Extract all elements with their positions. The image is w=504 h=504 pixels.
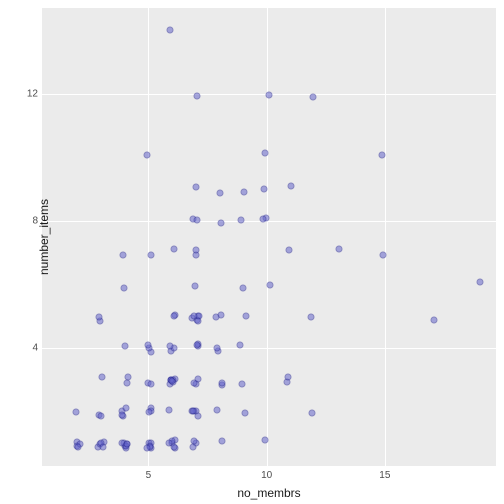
data-point	[308, 314, 315, 321]
data-point	[171, 312, 178, 319]
data-point	[238, 381, 245, 388]
data-point	[243, 313, 250, 320]
data-point	[241, 410, 248, 417]
data-point	[218, 438, 225, 445]
data-point	[124, 374, 131, 381]
data-point	[143, 444, 150, 451]
data-point	[240, 285, 247, 292]
data-point	[238, 217, 245, 224]
data-point	[217, 189, 224, 196]
data-point	[192, 246, 199, 253]
data-point	[148, 251, 155, 258]
y-tick-label: 4	[22, 343, 38, 354]
data-point	[167, 342, 174, 349]
data-point	[171, 245, 178, 252]
data-point	[147, 381, 154, 388]
data-point	[284, 373, 291, 380]
data-point	[214, 406, 221, 413]
data-point	[266, 281, 273, 288]
data-point	[213, 314, 220, 321]
data-point	[194, 92, 201, 99]
data-point	[218, 220, 225, 227]
data-point	[190, 407, 197, 414]
x-tick-label: 10	[261, 470, 272, 481]
data-point	[430, 317, 437, 324]
data-point	[261, 185, 268, 192]
data-point	[378, 151, 385, 158]
plot-panel	[42, 8, 496, 466]
data-point	[261, 436, 268, 443]
data-point	[122, 343, 129, 350]
data-point	[121, 285, 128, 292]
data-point	[75, 443, 82, 450]
data-point	[169, 378, 176, 385]
data-point	[146, 409, 153, 416]
data-point	[144, 342, 151, 349]
x-tick-label: 5	[146, 470, 152, 481]
y-axis-title: number_items	[37, 199, 51, 275]
x-axis-title: no_membrs	[237, 486, 300, 500]
data-point	[192, 184, 199, 191]
data-point	[170, 443, 177, 450]
data-point	[213, 344, 220, 351]
data-point	[72, 408, 79, 415]
data-point	[192, 282, 199, 289]
data-point	[122, 404, 129, 411]
data-point	[166, 26, 173, 33]
data-point	[310, 93, 317, 100]
data-point	[265, 91, 272, 98]
data-point	[98, 373, 105, 380]
data-point	[193, 216, 200, 223]
data-point	[95, 313, 102, 320]
x-tick-label: 15	[379, 470, 390, 481]
y-tick-label: 12	[22, 88, 38, 99]
data-point	[97, 413, 104, 420]
data-point	[143, 151, 150, 158]
data-point	[99, 443, 106, 450]
data-point	[166, 407, 173, 414]
scatter-plot: 5 10 15 4 8 12 no_membrs number_items	[0, 0, 504, 504]
data-point	[260, 216, 267, 223]
data-point	[218, 380, 225, 387]
data-point	[308, 409, 315, 416]
data-point	[240, 188, 247, 195]
data-point	[119, 251, 126, 258]
data-point	[379, 252, 386, 259]
data-point	[118, 411, 125, 418]
data-point	[288, 182, 295, 189]
y-tick-label: 8	[22, 216, 38, 227]
data-point	[191, 312, 198, 319]
data-point	[285, 247, 292, 254]
data-point	[477, 279, 484, 286]
data-point	[262, 150, 269, 157]
data-point	[236, 341, 243, 348]
data-point	[191, 380, 198, 387]
data-point	[123, 441, 130, 448]
data-point	[195, 412, 202, 419]
data-point	[193, 342, 200, 349]
data-point	[190, 438, 197, 445]
data-point	[335, 246, 342, 253]
